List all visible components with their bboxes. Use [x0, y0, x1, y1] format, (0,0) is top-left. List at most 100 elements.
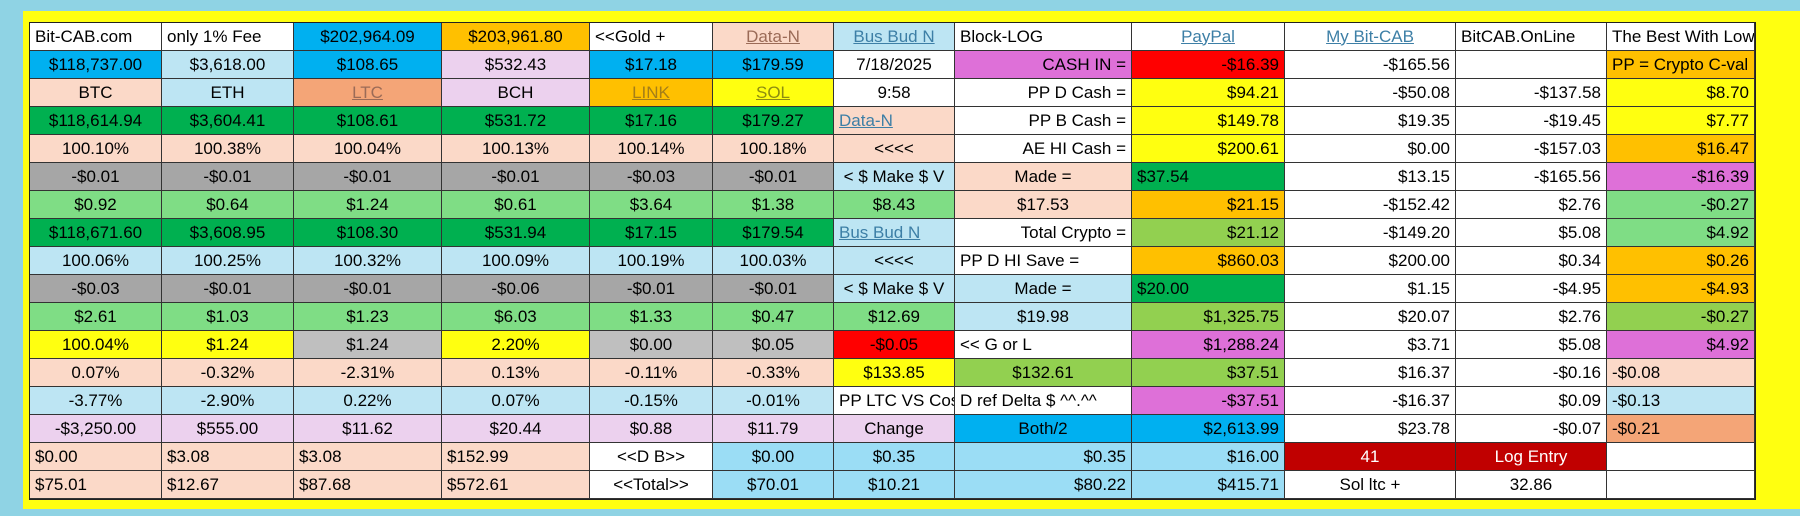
cell-r14-c9[interactable]: $2,613.99: [1132, 415, 1285, 443]
cell-r10-c9[interactable]: $1,325.75: [1132, 303, 1285, 331]
cell-r7-c2[interactable]: $108.30: [294, 219, 442, 247]
cell-r14-c5[interactable]: $11.79: [713, 415, 834, 443]
cell-r2-c2[interactable]: LTC: [294, 79, 442, 107]
cell-r10-c2[interactable]: $1.23: [294, 303, 442, 331]
cell-r9-c6[interactable]: < $ Make $ V: [834, 275, 955, 303]
cell-r9-c0[interactable]: -$0.03: [30, 275, 162, 303]
cell-r2-c5[interactable]: SOL: [713, 79, 834, 107]
cell-r0-c6[interactable]: Bus Bud N: [834, 23, 955, 51]
cell-r12-c7[interactable]: $132.61: [955, 359, 1132, 387]
cell-r4-c0[interactable]: 100.10%: [30, 135, 162, 163]
cell-r1-c4[interactable]: $17.18: [590, 51, 713, 79]
cell-r14-c6[interactable]: Change: [834, 415, 955, 443]
cell-r13-c1[interactable]: -2.90%: [162, 387, 294, 415]
cell-r11-c4[interactable]: $0.00: [590, 331, 713, 359]
cell-r1-c12[interactable]: PP = Crypto C-val: [1607, 51, 1755, 79]
cell-r4-c9[interactable]: $200.61: [1132, 135, 1285, 163]
cell-r2-c7[interactable]: PP D Cash =: [955, 79, 1132, 107]
cell-r11-c1[interactable]: $1.24: [162, 331, 294, 359]
cell-r12-c4[interactable]: -0.11%: [590, 359, 713, 387]
cell-r6-c11[interactable]: $2.76: [1456, 191, 1607, 219]
cell-r16-c4[interactable]: <<Total>>: [590, 471, 713, 499]
cell-r3-c11[interactable]: -$19.45: [1456, 107, 1607, 135]
cell-r15-c3[interactable]: $152.99: [442, 443, 590, 471]
cell-r12-c9[interactable]: $37.51: [1132, 359, 1285, 387]
cell-r5-c1[interactable]: -$0.01: [162, 163, 294, 191]
cell-r6-c10[interactable]: -$152.42: [1285, 191, 1456, 219]
cell-r1-c3[interactable]: $532.43: [442, 51, 590, 79]
cell-r6-c3[interactable]: $0.61: [442, 191, 590, 219]
cell-r2-c4[interactable]: LINK: [590, 79, 713, 107]
cell-r15-c6[interactable]: $0.35: [834, 443, 955, 471]
cell-r14-c3[interactable]: $20.44: [442, 415, 590, 443]
cell-r4-c6[interactable]: <<<<: [834, 135, 955, 163]
cell-r7-c9[interactable]: $21.12: [1132, 219, 1285, 247]
cell-r0-c11[interactable]: BitCAB.OnLine: [1456, 23, 1607, 51]
cell-r13-c3[interactable]: 0.07%: [442, 387, 590, 415]
cell-r2-c11[interactable]: -$137.58: [1456, 79, 1607, 107]
cell-r6-c5[interactable]: $1.38: [713, 191, 834, 219]
cell-r7-c7[interactable]: Total Crypto =: [955, 219, 1132, 247]
cell-r0-c0[interactable]: Bit-CAB.com: [30, 23, 162, 51]
cell-r16-c7[interactable]: $80.22: [955, 471, 1132, 499]
cell-r9-c1[interactable]: -$0.01: [162, 275, 294, 303]
cell-r3-c0[interactable]: $118,614.94: [30, 107, 162, 135]
cell-r4-c10[interactable]: $0.00: [1285, 135, 1456, 163]
cell-r13-c9[interactable]: -$37.51: [1132, 387, 1285, 415]
cell-r0-c4[interactable]: <<Gold +: [590, 23, 713, 51]
cell-r7-c10[interactable]: -$149.20: [1285, 219, 1456, 247]
cell-r2-c10[interactable]: -$50.08: [1285, 79, 1456, 107]
cell-r6-c7[interactable]: $17.53: [955, 191, 1132, 219]
cell-r0-c1[interactable]: only 1% Fee: [162, 23, 294, 51]
cell-r13-c7[interactable]: D ref Delta $ ^^.^^: [955, 387, 1132, 415]
cell-r10-c10[interactable]: $20.07: [1285, 303, 1456, 331]
cell-r0-c9[interactable]: PayPal: [1132, 23, 1285, 51]
cell-r13-c12[interactable]: -$0.13: [1607, 387, 1755, 415]
cell-r5-c3[interactable]: -$0.01: [442, 163, 590, 191]
cell-r13-c6[interactable]: PP LTC VS Cos: [834, 387, 955, 415]
cell-r12-c2[interactable]: -2.31%: [294, 359, 442, 387]
cell-r2-c3[interactable]: BCH: [442, 79, 590, 107]
cell-r10-c6[interactable]: $12.69: [834, 303, 955, 331]
cell-r0-c2[interactable]: $202,964.09: [294, 23, 442, 51]
cell-r1-c7[interactable]: CASH IN =: [955, 51, 1132, 79]
cell-r7-c11[interactable]: $5.08: [1456, 219, 1607, 247]
cell-r7-c4[interactable]: $17.15: [590, 219, 713, 247]
cell-r6-c9[interactable]: $21.15: [1132, 191, 1285, 219]
cell-r1-c1[interactable]: $3,618.00: [162, 51, 294, 79]
cell-r9-c4[interactable]: -$0.01: [590, 275, 713, 303]
cell-r5-c11[interactable]: -$165.56: [1456, 163, 1607, 191]
cell-r8-c6[interactable]: <<<<: [834, 247, 955, 275]
cell-r4-c12[interactable]: $16.47: [1607, 135, 1755, 163]
cell-r1-c11[interactable]: [1456, 51, 1607, 79]
cell-r11-c10[interactable]: $3.71: [1285, 331, 1456, 359]
cell-r3-c12[interactable]: $7.77: [1607, 107, 1755, 135]
cell-r16-c9[interactable]: $415.71: [1132, 471, 1285, 499]
cell-r15-c5[interactable]: $0.00: [713, 443, 834, 471]
cell-r5-c2[interactable]: -$0.01: [294, 163, 442, 191]
cell-r9-c9[interactable]: $20.00: [1132, 275, 1285, 303]
cell-r5-c0[interactable]: -$0.01: [30, 163, 162, 191]
cell-r7-c6[interactable]: Bus Bud N: [834, 219, 955, 247]
cell-r8-c5[interactable]: 100.03%: [713, 247, 834, 275]
cell-r8-c2[interactable]: 100.32%: [294, 247, 442, 275]
cell-r15-c7[interactable]: $0.35: [955, 443, 1132, 471]
cell-r12-c3[interactable]: 0.13%: [442, 359, 590, 387]
cell-r12-c6[interactable]: $133.85: [834, 359, 955, 387]
cell-r3-c2[interactable]: $108.61: [294, 107, 442, 135]
cell-r14-c2[interactable]: $11.62: [294, 415, 442, 443]
cell-r13-c10[interactable]: -$16.37: [1285, 387, 1456, 415]
cell-r5-c5[interactable]: -$0.01: [713, 163, 834, 191]
cell-r9-c7[interactable]: Made =: [955, 275, 1132, 303]
cell-r11-c0[interactable]: 100.04%: [30, 331, 162, 359]
cell-r1-c9[interactable]: -$16.39: [1132, 51, 1285, 79]
cell-r1-c2[interactable]: $108.65: [294, 51, 442, 79]
cell-r15-c9[interactable]: $16.00: [1132, 443, 1285, 471]
cell-r9-c5[interactable]: -$0.01: [713, 275, 834, 303]
cell-r10-c12[interactable]: -$0.27: [1607, 303, 1755, 331]
cell-r13-c11[interactable]: $0.09: [1456, 387, 1607, 415]
cell-r1-c5[interactable]: $179.59: [713, 51, 834, 79]
cell-r11-c6[interactable]: -$0.05: [834, 331, 955, 359]
cell-r0-c10[interactable]: My Bit-CAB: [1285, 23, 1456, 51]
cell-r13-c4[interactable]: -0.15%: [590, 387, 713, 415]
